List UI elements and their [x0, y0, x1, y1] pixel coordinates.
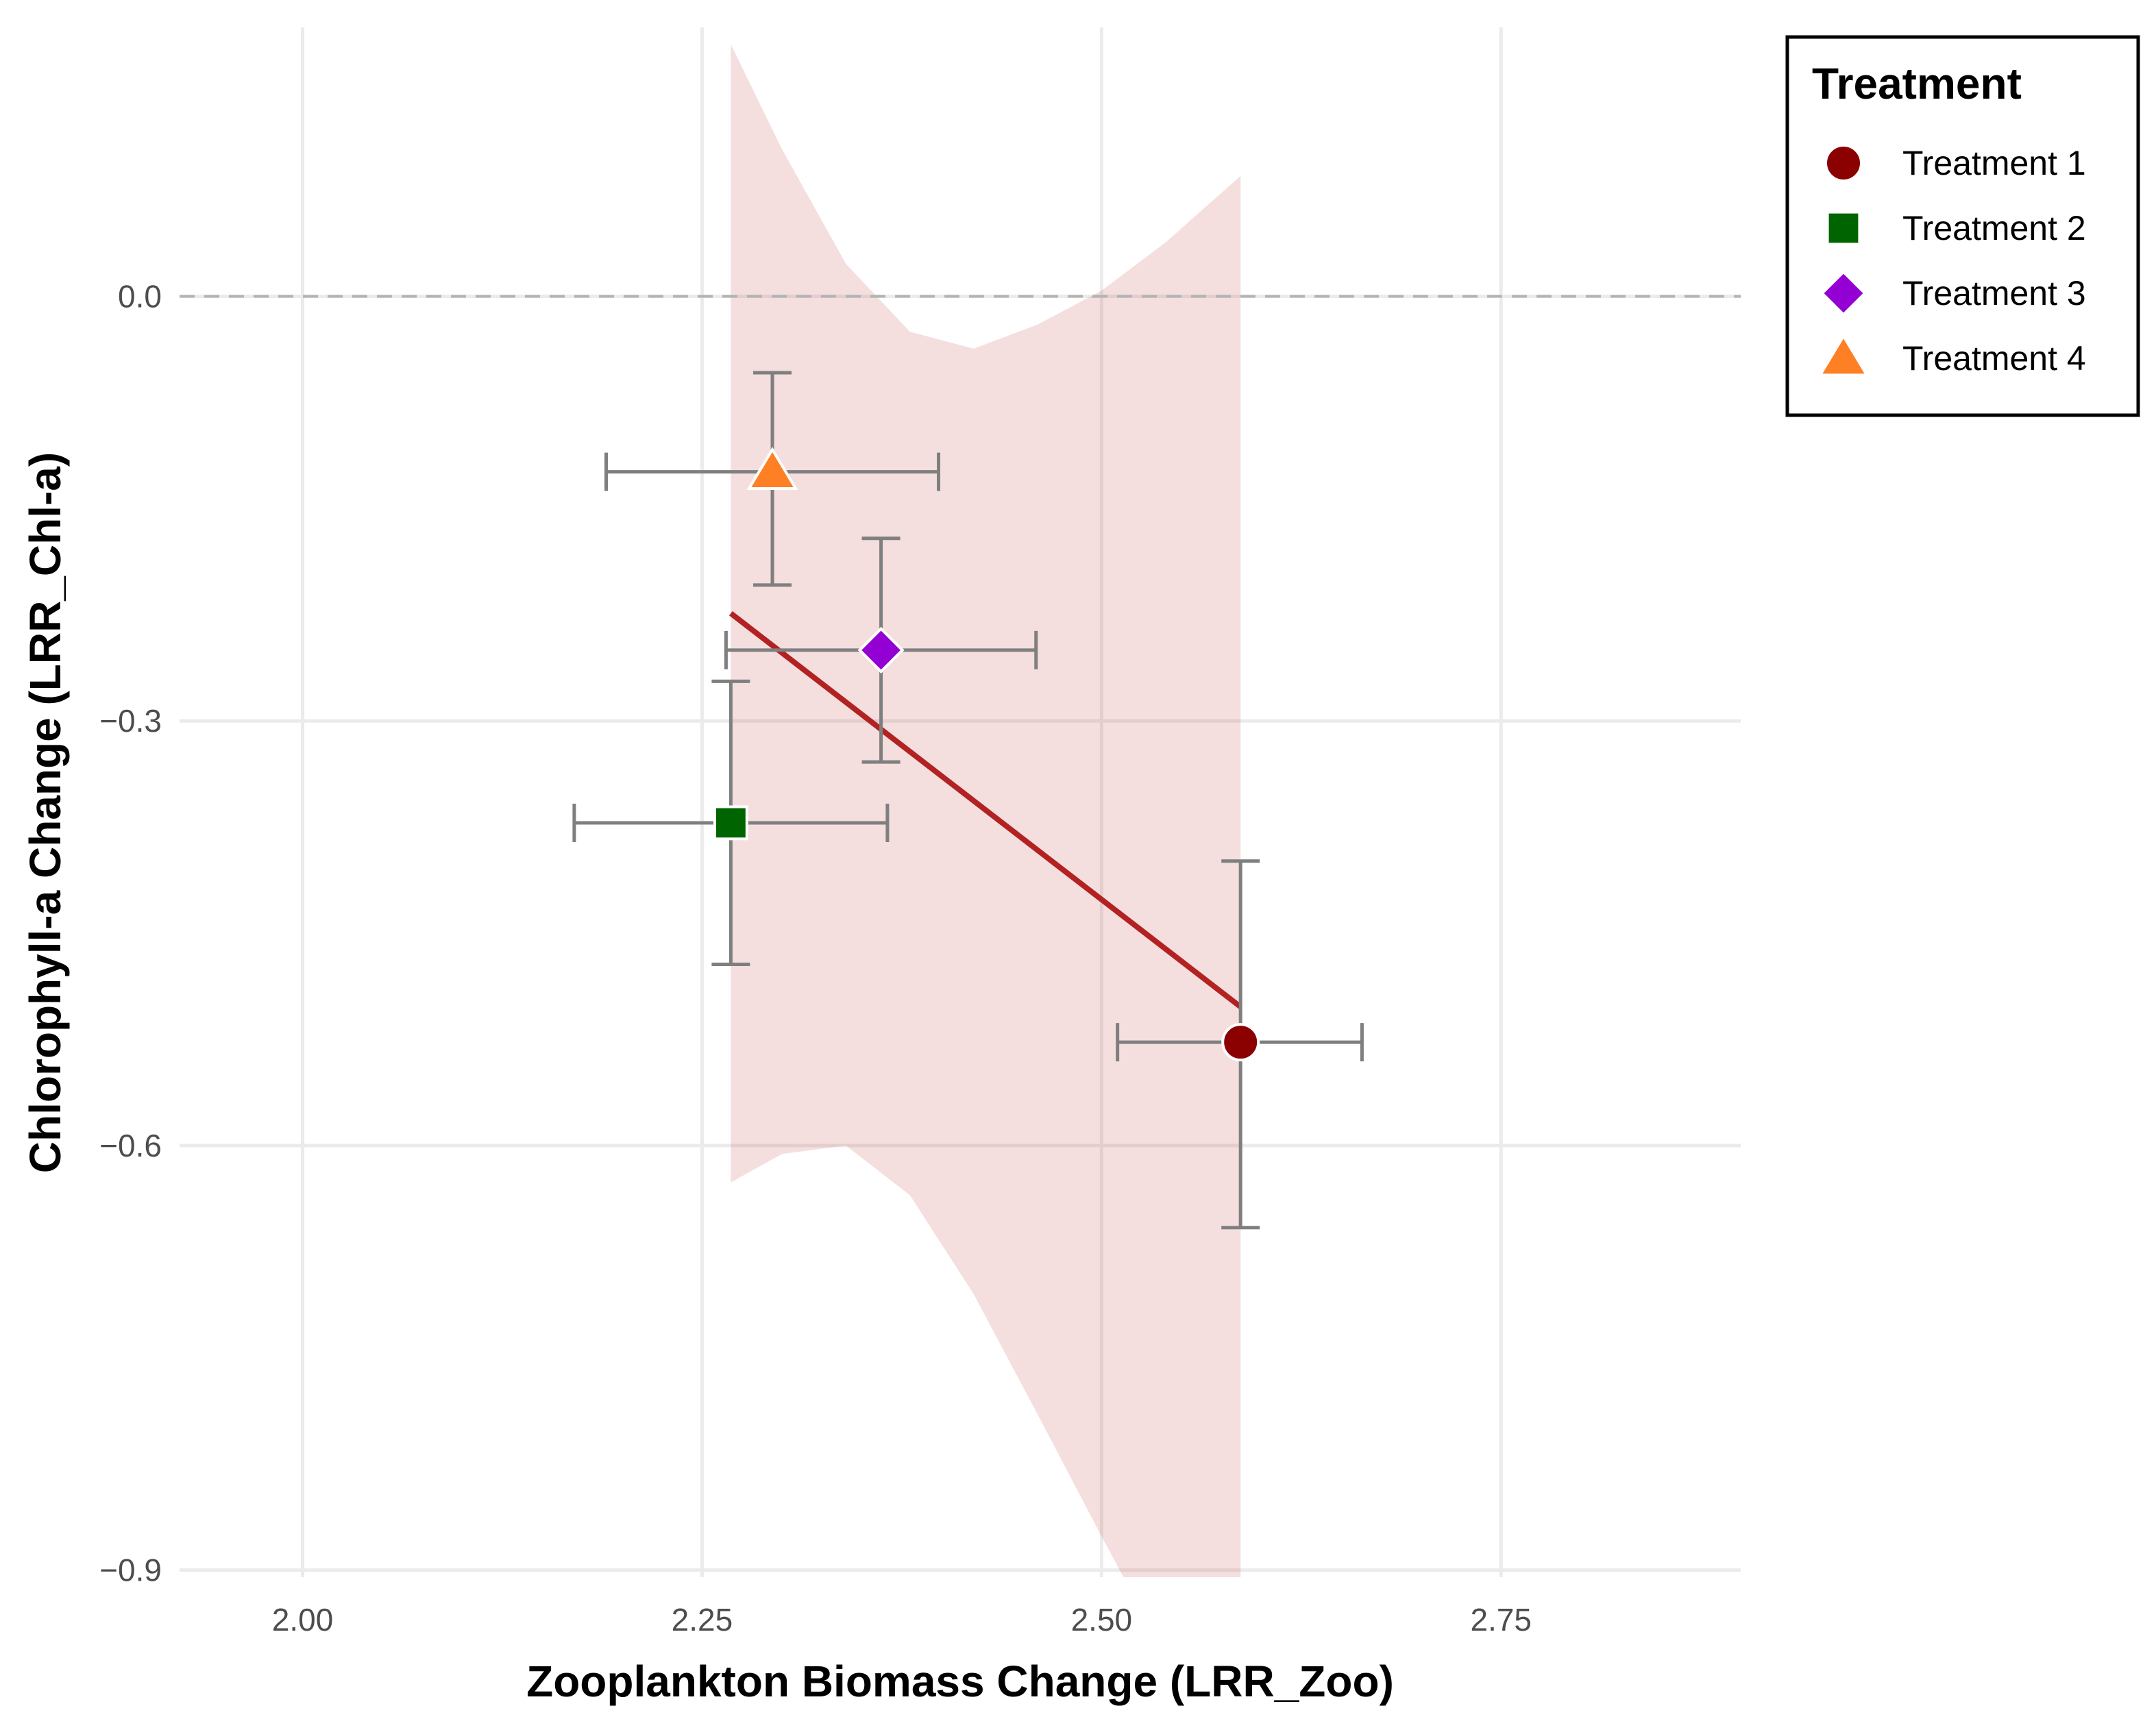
y-axis-title: Chlorophyll-a Change (LRR_Chl-a): [21, 452, 70, 1173]
y-tick-label-0: 0.0: [118, 278, 162, 314]
x-tick-label-3: 2.75: [1470, 1602, 1532, 1638]
x-axis-title: Zooplankton Biomass Change (LRR_Zoo): [526, 1657, 1394, 1706]
legend-key-square-icon: [1826, 210, 1861, 246]
y-tick-label-1: −0.3: [99, 703, 162, 739]
fit-line-layer: [728, 611, 1242, 1009]
legend-item-treatment-3: Treatment 3: [1820, 269, 2086, 317]
legend-item-treatment-1: Treatment 1: [1824, 144, 2086, 182]
legend-title: Treatment: [1812, 59, 2022, 108]
point-treatment-2: [713, 805, 748, 841]
regression-fit-line: [728, 611, 1242, 1009]
legend-key-triangle-icon: [1817, 333, 1870, 377]
point-treatment-3: [857, 626, 905, 674]
legend-item-treatment-2: Treatment 2: [1826, 209, 2086, 247]
x-tick-label-2: 2.50: [1071, 1602, 1133, 1638]
legend-label-treatment-2: Treatment 2: [1902, 209, 2086, 247]
legend-key-diamond-icon: [1820, 269, 1867, 317]
data-points: [713, 447, 1260, 1062]
x-tick-labels: 2.00 2.25 2.50 2.75: [272, 1602, 1532, 1638]
x-tick-label-1: 2.25: [672, 1602, 733, 1638]
legend-item-treatment-4: Treatment 4: [1817, 333, 2086, 378]
legend-label-treatment-3: Treatment 3: [1902, 274, 2086, 312]
legend-items: Treatment 1 Treatment 2 Treatment 3 Treatme…: [1817, 144, 2086, 378]
y-tick-label-2: −0.6: [99, 1128, 162, 1163]
grid-lines: [180, 27, 1741, 1577]
legend-key-circle-icon: [1824, 144, 1863, 182]
y-tick-labels: 0.0 −0.3 −0.6 −0.9: [99, 278, 162, 1587]
y-tick-label-3: −0.9: [99, 1553, 162, 1588]
point-treatment-1: [1221, 1023, 1260, 1062]
legend-label-treatment-1: Treatment 1: [1902, 144, 2086, 182]
legend-label-treatment-4: Treatment 4: [1902, 339, 2086, 378]
point-treatment-4: [746, 447, 798, 491]
x-tick-label-0: 2.00: [272, 1602, 334, 1638]
